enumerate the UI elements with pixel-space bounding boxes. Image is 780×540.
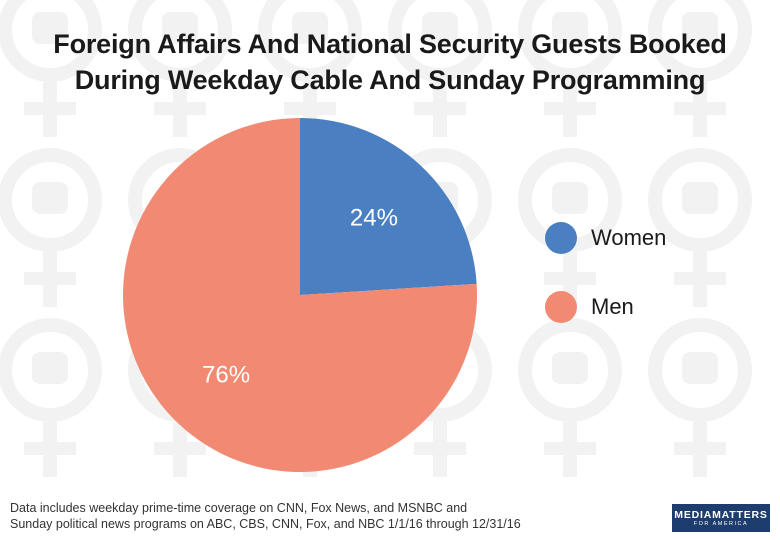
- venus-fist-icon: [518, 318, 622, 477]
- venus-fist-icon: [0, 148, 102, 307]
- legend-label-women: Women: [591, 225, 667, 250]
- logo-main-text: MEDIAMATTERS: [674, 509, 768, 521]
- chart-title-line-2: During Weekday Cable And Sunday Programm…: [74, 65, 706, 95]
- venus-fist-icon: [0, 0, 102, 137]
- pie-label-women: 24%: [350, 204, 398, 231]
- venus-fist-icon: [258, 0, 362, 137]
- legend-item-men: Men: [545, 289, 666, 325]
- venus-fist-icon: [518, 0, 622, 137]
- legend-swatch-men: [545, 291, 577, 323]
- footnote: Data includes weekday prime-time coverag…: [10, 500, 570, 532]
- pie-slice-women: [300, 118, 477, 295]
- media-matters-logo: MEDIAMATTERS FOR AMERICA: [672, 504, 770, 532]
- legend-label-men: Men: [591, 294, 634, 319]
- venus-fist-icon: [388, 0, 492, 137]
- venus-fist-icon: [648, 318, 752, 477]
- footnote-line-1: Data includes weekday prime-time coverag…: [10, 501, 468, 515]
- venus-fist-icon: [0, 318, 102, 477]
- chart-title-line-1: Foreign Affairs And National Security Gu…: [53, 29, 727, 59]
- pie-slice-men: [123, 118, 478, 473]
- logo-sub-text: FOR AMERICA: [693, 521, 749, 527]
- venus-fist-icon: [648, 148, 752, 307]
- legend-item-women: Women: [545, 220, 666, 256]
- pie-label-men: 76%: [202, 362, 250, 389]
- legend-swatch-women: [545, 222, 577, 254]
- venus-fist-icon: [648, 0, 752, 137]
- venus-fist-icon: [128, 0, 232, 137]
- legend: Women Men: [545, 220, 666, 358]
- footnote-line-2: Sunday political news programs on ABC, C…: [10, 517, 521, 531]
- chart-title: Foreign Affairs And National Security Gu…: [0, 26, 780, 98]
